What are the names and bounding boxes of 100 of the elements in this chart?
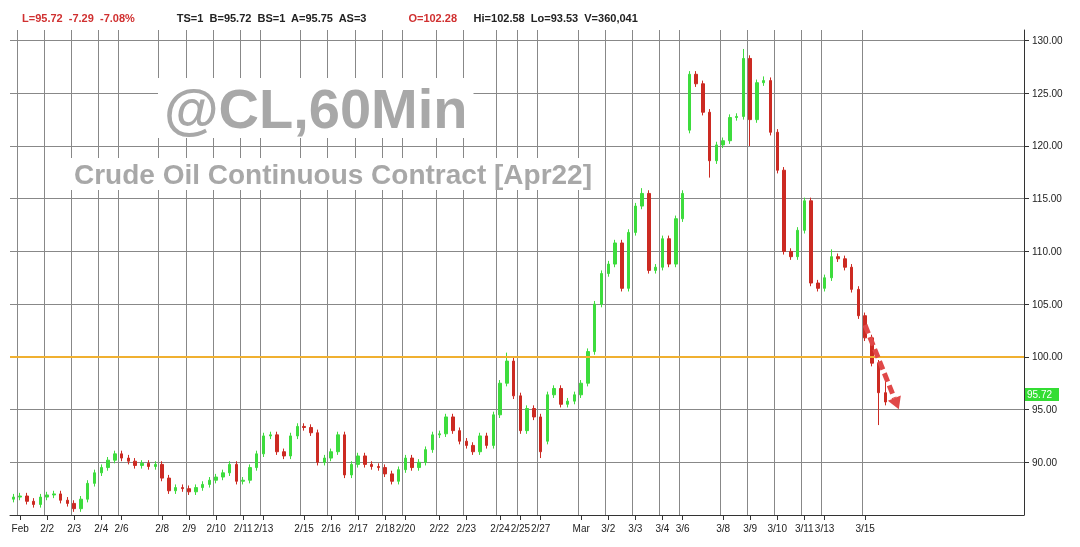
candlestick (248, 463, 252, 484)
candlestick (18, 492, 22, 501)
y-tick-label: 120.00 (1032, 140, 1064, 152)
x-tick-label: 2/16 (321, 522, 342, 534)
candlestick (573, 391, 576, 405)
candlestick (174, 483, 177, 495)
candlestick (674, 215, 678, 268)
candlestick (39, 493, 42, 509)
candlestick (221, 469, 225, 481)
candlestick (147, 459, 150, 471)
x-tick-label: Mar (572, 522, 591, 534)
candlestick (228, 460, 231, 477)
x-tick-label: 2/18 (375, 522, 396, 534)
x-tick-label: 2/11 (233, 522, 254, 534)
x-tick-label: 2/6 (114, 522, 129, 534)
candlestick (93, 469, 96, 488)
x-tick-label: 2/17 (348, 522, 369, 534)
candlestick (688, 70, 691, 134)
candlestick (512, 357, 515, 400)
candlestick (167, 474, 171, 495)
candlestick (559, 384, 563, 408)
candlestick (498, 379, 502, 419)
candlestick (816, 279, 820, 292)
candlestick (235, 460, 238, 485)
candlestick (478, 432, 482, 456)
x-tick-label: 2/4 (94, 522, 109, 534)
candlestick (194, 483, 198, 496)
candlestick (410, 454, 414, 472)
candlestick (431, 431, 434, 454)
y-tick-label: 130.00 (1032, 35, 1064, 47)
x-tick-label: 3/9 (743, 522, 758, 534)
candlestick (681, 189, 684, 223)
x-tick-label: 3/15 (855, 522, 876, 534)
candlestick (323, 454, 326, 466)
x-tick-label: 2/2 (40, 522, 55, 534)
candlestick (424, 445, 427, 466)
candlestick (458, 426, 461, 445)
candlestick (600, 269, 603, 308)
candlestick (492, 411, 495, 450)
candlestick (133, 457, 137, 470)
x-tick-label: 2/3 (67, 522, 82, 534)
x-tick-label: 2/8 (155, 522, 170, 534)
x-tick-label: 2/13 (253, 522, 274, 534)
candlestick (620, 239, 624, 292)
text: TS=1 B=95.72 BS=1 A=95.75 AS=3 (176, 11, 367, 24)
candlestick (836, 253, 840, 263)
x-tick-label: 2/25 (510, 522, 531, 534)
candlestick (404, 454, 407, 474)
candlestick (127, 454, 130, 465)
candlestick (776, 128, 779, 174)
x-tick-label: 3/13 (814, 522, 835, 534)
candlestick (579, 379, 583, 399)
y-tick-label: 100.00 (1032, 351, 1064, 363)
candlestick (45, 491, 49, 501)
candlestick (769, 76, 772, 136)
candlestick (755, 79, 759, 124)
candlestick (721, 137, 725, 149)
candlestick (140, 459, 144, 470)
candlestick (383, 463, 387, 478)
candlestick (309, 423, 313, 437)
candlestick (546, 391, 549, 445)
candlestick (417, 458, 421, 472)
y-tick-label: 110.00 (1032, 245, 1063, 257)
candlestick (214, 473, 218, 484)
y-tick-label: 105.00 (1032, 298, 1064, 310)
x-tick-label: 3/3 (628, 522, 643, 534)
candlestick (532, 404, 536, 421)
candlestick (329, 448, 333, 462)
candlestick (289, 432, 292, 460)
candlestick (275, 431, 279, 456)
x-tick-label: 3/11 (794, 522, 815, 534)
text: O=102.28 (408, 11, 458, 24)
candlestick (343, 431, 346, 479)
candlestick (296, 422, 299, 440)
candlestick (593, 300, 596, 356)
candlestick (255, 450, 258, 472)
y-tick-label: 115.00 (1032, 193, 1063, 205)
candlestick (120, 450, 123, 462)
candlestick (397, 466, 400, 485)
candlestick (25, 492, 29, 505)
candlestick (877, 359, 880, 426)
candlestick (106, 456, 110, 472)
candlestick (201, 480, 204, 492)
candlestick (262, 432, 265, 458)
x-tick-label: 2/9 (182, 522, 197, 534)
candlestick (66, 496, 69, 508)
candlestick (370, 460, 373, 471)
candlestick (269, 431, 272, 440)
candlestick (302, 422, 306, 432)
candlestick (748, 54, 752, 147)
x-tick-label: Feb (11, 522, 30, 534)
candlestick (823, 274, 826, 292)
candlestick (525, 404, 529, 435)
candlestick (782, 166, 786, 256)
text: @CL,60Min (164, 76, 468, 140)
candlestick (451, 413, 455, 435)
candlestick (32, 497, 35, 509)
candlestick (187, 484, 191, 496)
text: 95.72 (1027, 389, 1053, 401)
y-tick-label: 90.00 (1032, 456, 1058, 468)
